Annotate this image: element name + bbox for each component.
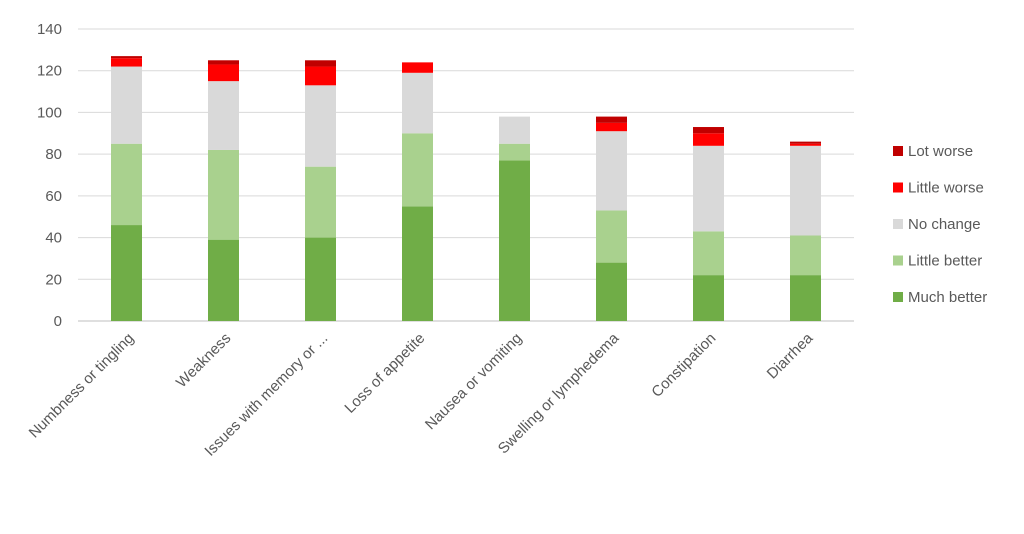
bar-segment-little-worse (693, 133, 724, 146)
y-axis-ticks: 0 20 40 60 80 100 120 140 (37, 21, 62, 330)
bar-segment-much-better (305, 237, 336, 321)
bar-segment-much-better (693, 275, 724, 321)
bar-segment-little-better (596, 210, 627, 263)
legend-swatch (893, 292, 903, 302)
bar-segment-lot-worse (111, 56, 142, 59)
bar-segment-no-change (499, 116, 530, 144)
legend-label: Little worse (908, 180, 984, 197)
legend-label: Lot worse (908, 143, 973, 160)
bar-segment-no-change (305, 85, 336, 167)
legend-label: No change (908, 216, 981, 233)
bar-segment-little-better (208, 149, 239, 240)
y-tick-label: 120 (37, 63, 62, 80)
bar-segment-lot-worse (596, 116, 627, 123)
y-tick-label: 40 (45, 230, 62, 247)
x-category-label: Numbness or tingling (26, 330, 138, 442)
bar-segment-no-change (790, 145, 821, 236)
bar-segment-little-better (499, 143, 530, 161)
bar-segment-lot-worse (208, 60, 239, 65)
bar-segment-little-better (693, 231, 724, 276)
bar-segment-little-better (790, 235, 821, 276)
gridlines (78, 28, 854, 322)
y-tick-label: 60 (45, 188, 62, 205)
legend-swatch (893, 219, 903, 229)
bar-segment-little-better (111, 143, 142, 226)
bar-segment-little-worse (402, 62, 433, 73)
bar-segment-much-better (111, 225, 142, 321)
bar-segment-little-worse (111, 58, 142, 67)
legend-label: Little better (908, 253, 982, 270)
bar-segment-lot-worse (790, 141, 821, 144)
x-category-label: Weakness (173, 330, 234, 391)
bar-segment-no-change (208, 81, 239, 150)
bar-segment-little-worse (596, 122, 627, 132)
bar-segment-much-better (402, 206, 433, 321)
bar-segment-little-better (402, 133, 433, 207)
bar-segment-much-better (208, 239, 239, 321)
y-tick-label: 80 (45, 146, 62, 163)
bar-segment-no-change (693, 145, 724, 232)
legend: Lot worse Little worse No change Little bet… (893, 143, 987, 306)
bar-segment-no-change (111, 66, 142, 144)
x-category-label: Nausea or vomiting (422, 330, 525, 433)
bar-segment-little-worse (790, 143, 821, 146)
bar-segment-much-better (499, 160, 530, 321)
bar-segment-lot-worse (693, 127, 724, 134)
bar-segment-much-better (596, 262, 627, 321)
bars (111, 56, 821, 321)
bar-segment-no-change (596, 131, 627, 211)
y-tick-label: 100 (37, 104, 62, 121)
bar-segment-little-worse (305, 66, 336, 86)
y-tick-label: 20 (45, 271, 62, 288)
bar-segment-no-change (402, 72, 433, 134)
bar-segment-much-better (790, 275, 821, 321)
x-category-label: Loss of appetite (341, 330, 428, 417)
bar-segment-little-worse (208, 64, 239, 82)
legend-swatch (893, 146, 903, 156)
legend-swatch (893, 182, 903, 193)
bar-segment-little-better (305, 166, 336, 238)
legend-label: Much better (908, 289, 987, 306)
bar-segment-lot-worse (305, 60, 336, 67)
y-tick-label: 140 (37, 21, 62, 38)
legend-swatch (893, 255, 903, 266)
x-category-label: Constipation (648, 330, 719, 401)
y-tick-label: 0 (54, 313, 62, 330)
x-category-label: Diarrhea (764, 329, 817, 382)
